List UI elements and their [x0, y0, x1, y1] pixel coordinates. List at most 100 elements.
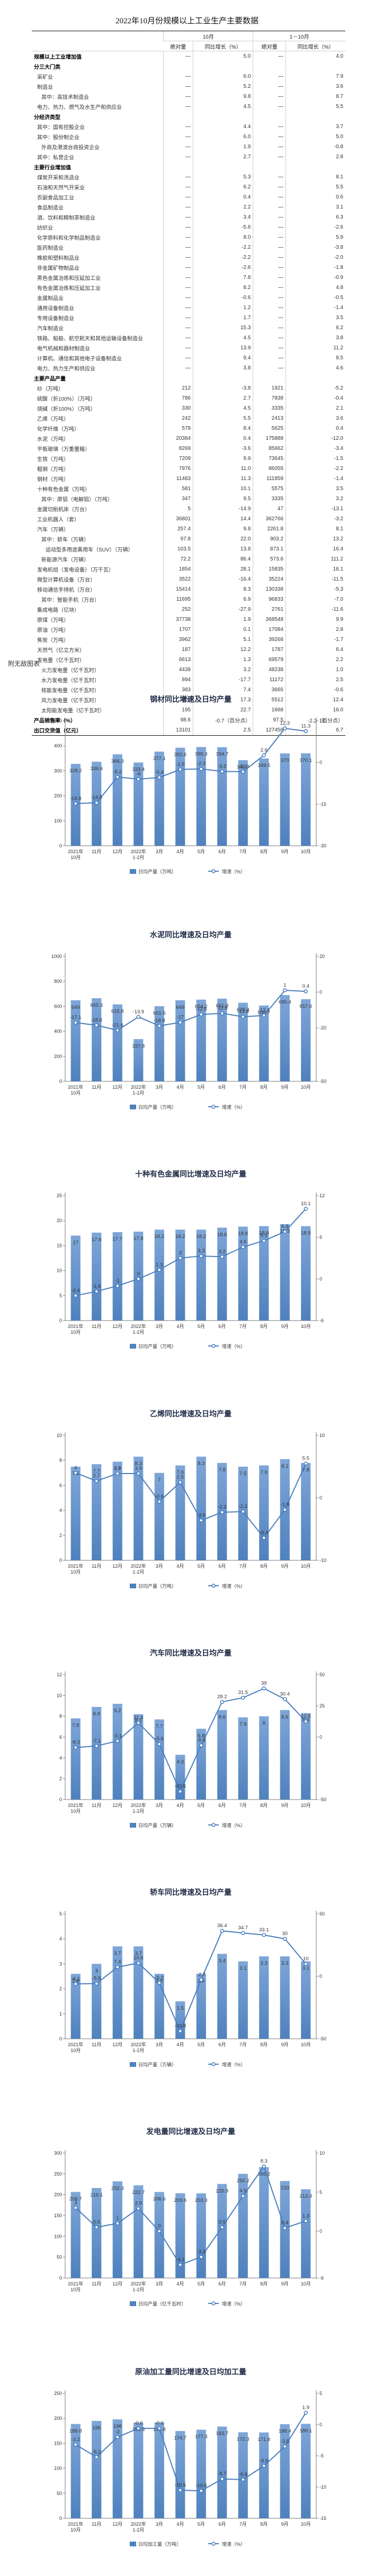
row-value: 7976	[163, 464, 193, 474]
growth-value-label: -2	[115, 2429, 120, 2435]
row-value: 2.7	[192, 393, 253, 403]
bar-value-label: 336.6	[90, 766, 103, 772]
chart-svg: 轿车同比增速及日均产量012345-500502.633.73.72.61.52…	[59, 1888, 326, 2067]
right-tick-label: -50	[319, 1797, 326, 1802]
bar	[133, 1231, 144, 1321]
bar	[196, 747, 206, 846]
row-value: 6.7	[285, 725, 345, 735]
growth-value-label: 2.7	[93, 1473, 100, 1479]
right-tick-label: 0	[319, 2229, 322, 2234]
bar-value-label: 629.3	[237, 1007, 250, 1013]
row-value: -1.8	[285, 263, 345, 273]
row-value: —	[253, 232, 286, 242]
row-value: 330	[163, 403, 193, 413]
growth-value-label: 1.3	[302, 2213, 309, 2219]
row-value: —	[163, 212, 193, 222]
x-tick-label: 8月	[260, 1084, 268, 1090]
bar-value-label: 665.3	[90, 1002, 103, 1008]
bar-value-label: 198	[113, 2424, 122, 2429]
bar-value-label: 171.8	[257, 2437, 270, 2443]
row-value: —	[253, 192, 286, 202]
row-value: 0.4	[285, 423, 345, 433]
growth-line	[75, 1208, 306, 1296]
row-value: 2413	[253, 413, 286, 423]
growth-point	[157, 1268, 162, 1272]
legend-line-label: 增速（%）	[222, 2301, 245, 2307]
chart-title: 乙烯同比增速及日均产量	[150, 1409, 231, 1418]
growth-value-label: 1.3	[156, 1262, 163, 1268]
chart-svg: 乙烯同比增速及日均产量 0 2 4 6 8 10 -10 0 10 7.5 7.7 7.9 8.3 7 7.6…	[57, 1409, 326, 1589]
legend-line-marker	[211, 1584, 216, 1588]
row-label: 主要产品产量	[34, 376, 66, 382]
row-value: 20384	[163, 433, 193, 444]
growth-point	[220, 1011, 224, 1016]
x-tick-label: 7月	[239, 849, 247, 854]
table-row: 风力发电量（亿千瓦时） 603 17.3 5512 12.4	[32, 695, 345, 705]
right-tick-label: -6	[319, 2275, 324, 2281]
row-value: 7.4	[192, 685, 253, 695]
row-value: 5575	[253, 484, 286, 494]
bar-value-label: 654.2	[195, 1004, 208, 1010]
row-label: 其中：轿车（万辆）	[41, 537, 89, 543]
bar-value-label: 349.5	[257, 763, 270, 769]
bar-value-label: 183.7	[216, 2431, 228, 2437]
row-value: —	[163, 132, 193, 142]
growth-point	[157, 1024, 162, 1028]
growth-value-label: -8.8	[239, 2472, 247, 2478]
growth-value-label: -11.9	[217, 1006, 228, 1011]
row-value: -11.5	[285, 574, 345, 584]
right-tick-label: -15	[319, 801, 326, 807]
left-tick-label: 15	[57, 1243, 62, 1248]
row-value: —	[253, 172, 286, 182]
chart-8: 原油加工量同比增速及日均加工量 0 50 100 150 200 250 -15 -10 -5 0 5…	[40, 2360, 342, 2566]
row-value: 5.9	[285, 232, 345, 242]
bar-value-label: 3.4	[219, 1958, 226, 1964]
row-label: 食品制造业	[37, 205, 64, 211]
right-tick-label: 15	[319, 718, 325, 724]
growth-value-label: -14.5	[91, 795, 102, 801]
row-value: 175888	[253, 433, 286, 444]
growth-point	[262, 1239, 266, 1243]
row-value: 1.9	[192, 142, 253, 152]
bar	[175, 2193, 185, 2278]
growth-value-label: 36.4	[217, 1923, 227, 1929]
x-tick-label: 10月	[301, 1803, 311, 1808]
row-value: 1787	[253, 645, 286, 655]
left-tick-label: 8	[59, 1714, 62, 1719]
table-row: 十种有色金属（万吨） 581 10.1 5575 3.5	[32, 484, 345, 494]
x-tick-label: 7月	[239, 1803, 247, 1808]
row-value: —	[253, 142, 286, 152]
table-row: 钢材（万吨） 11483 11.3 111859 -1.4	[32, 474, 345, 484]
x-tick-label: 10月	[301, 849, 311, 854]
table-row: 粗钢（万吨） 7976 11.0 86055 -2.2	[32, 464, 345, 474]
row-value: 103.5	[163, 544, 193, 554]
table-row: 通用设备制造业 —1.2— -1.4	[32, 303, 345, 313]
right-tick-label: 0	[319, 1495, 322, 1501]
row-value: 6.0	[192, 132, 253, 142]
growth-point	[136, 2206, 140, 2211]
bar	[280, 753, 290, 846]
right-tick-label: 0	[319, 1734, 322, 1740]
row-value: 14.4	[192, 514, 253, 524]
left-tick-label: 6	[59, 1483, 62, 1488]
table-row: 专用设备制造业 —1.7—3.5	[32, 313, 345, 323]
growth-value-label: -12.5	[195, 1007, 207, 1013]
bar	[301, 2424, 311, 2518]
bar	[92, 2188, 102, 2278]
growth-point	[115, 2435, 120, 2439]
table-row: 其中：高技术制造业 —9.8—8.7	[32, 92, 345, 102]
bar-value-label: 661.9	[216, 1003, 228, 1009]
row-value: 5.5	[192, 413, 253, 423]
bar	[217, 747, 227, 846]
row-label: 硫酸（折100%）（万吨）	[37, 396, 96, 402]
bar-value-label: 18.8	[238, 1231, 248, 1237]
row-value: 7.8	[192, 273, 253, 283]
row-value: 603	[163, 695, 193, 705]
bar-value-label: 177.3	[195, 2434, 208, 2440]
row-value: 15835	[253, 564, 286, 574]
table-row: 天然气（亿立方米） 187 12.2 1787 6.4	[32, 645, 345, 655]
bar-value-label: 3.1	[302, 1966, 309, 1972]
x-tick-label: 6月	[218, 1324, 226, 1329]
right-tick-label: 50	[319, 1911, 325, 1917]
growth-point	[241, 770, 245, 774]
